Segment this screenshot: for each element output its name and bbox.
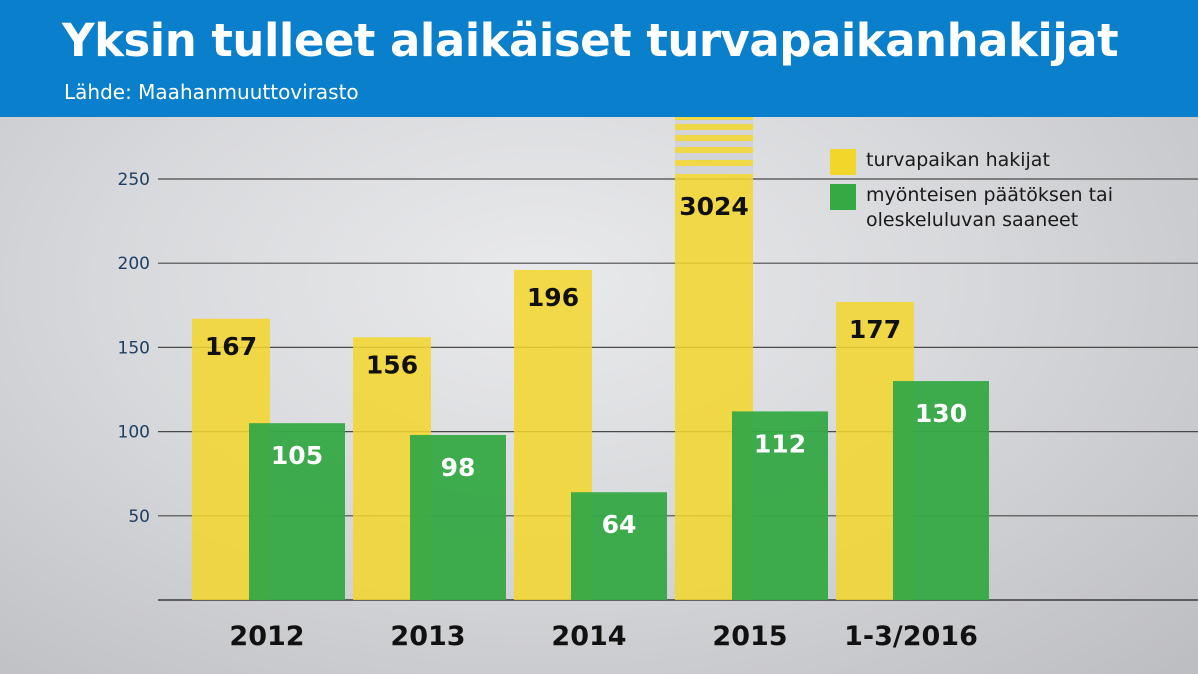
y-tick-label-150: 150 xyxy=(118,338,150,358)
legend-item-granted: myönteisen päätöksen tai oleskeluluvan s… xyxy=(830,183,1198,232)
bar-break-stripe-4 xyxy=(675,166,753,174)
data-label-granted-2015: 112 xyxy=(754,429,806,458)
legend-label-granted: myönteisen päätöksen tai oleskeluluvan s… xyxy=(866,184,1113,231)
bar-break-stripe-1 xyxy=(675,130,753,135)
chart-source: Lähde: Maahanmuuttovirasto xyxy=(64,80,359,104)
x-tick-label-2012: 2012 xyxy=(229,621,304,652)
x-tick-label-2014: 2014 xyxy=(551,621,626,652)
bar-break-stripe-2 xyxy=(675,141,753,147)
data-label-granted-2013: 98 xyxy=(441,453,476,482)
data-label-applicants-2012: 167 xyxy=(205,332,257,361)
data-label-granted-2012: 105 xyxy=(271,441,323,470)
bar-break-stripe-0 xyxy=(675,120,753,124)
bar-granted-2015 xyxy=(732,411,828,600)
chart-header: Yksin tulleet alaikäiset turvapaikanhaki… xyxy=(0,0,1198,117)
bar-granted-1-3/2016 xyxy=(893,381,989,600)
chart-title: Yksin tulleet alaikäiset turvapaikanhaki… xyxy=(62,14,1119,67)
legend-label-applicants: turvapaikan hakijat xyxy=(866,149,1050,171)
bar-granted-2012 xyxy=(249,423,345,600)
x-tick-label-2013: 2013 xyxy=(390,621,465,652)
bar-granted-2013 xyxy=(410,434,506,600)
data-label-applicants-2014: 196 xyxy=(527,283,579,312)
y-tick-label-250: 250 xyxy=(118,170,150,190)
data-label-applicants-2013: 156 xyxy=(366,350,418,379)
x-tick-label-1-3/2016: 1-3/2016 xyxy=(844,621,978,652)
legend-swatch-green xyxy=(830,184,856,210)
legend-swatch-yellow xyxy=(830,149,856,175)
y-tick-label-100: 100 xyxy=(118,423,150,443)
y-tick-label-200: 200 xyxy=(118,254,150,274)
legend-item-applicants: turvapaikan hakijat xyxy=(830,148,1198,175)
data-label-applicants-1-3/2016: 177 xyxy=(849,315,901,344)
legend: turvapaikan hakijat myönteisen päätöksen… xyxy=(830,148,1198,240)
bar-break-stripe-3 xyxy=(675,153,753,160)
y-tick-label-50: 50 xyxy=(128,507,150,527)
x-tick-label-2015: 2015 xyxy=(712,621,787,652)
bar-granted-2014 xyxy=(571,492,667,600)
data-label-granted-2014: 64 xyxy=(602,510,637,539)
data-label-applicants-2015: 3024 xyxy=(679,192,749,221)
data-label-granted-1-3/2016: 130 xyxy=(915,399,967,428)
